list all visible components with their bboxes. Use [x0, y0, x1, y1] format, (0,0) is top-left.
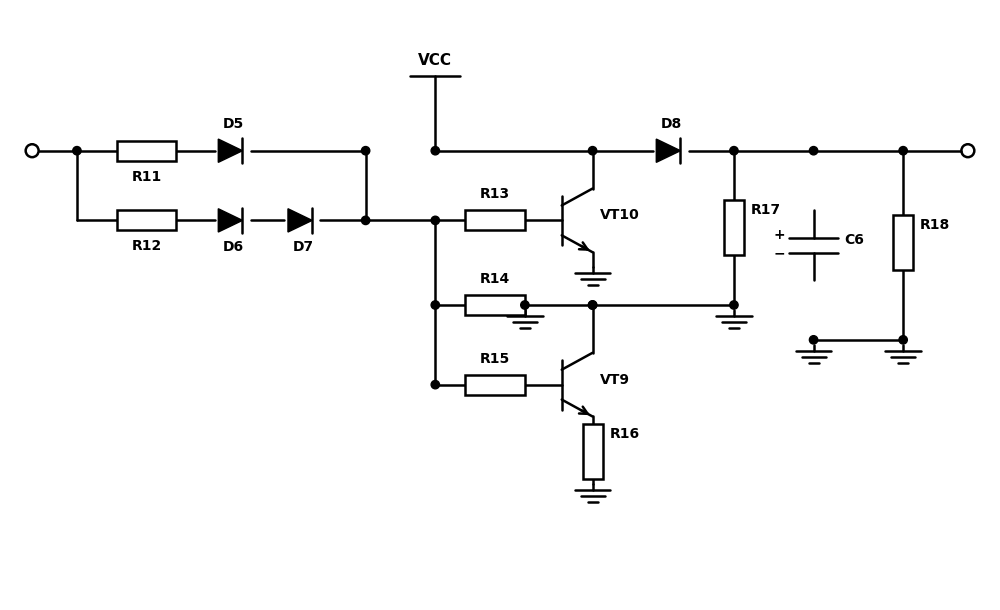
Circle shape — [809, 336, 818, 344]
Text: VT10: VT10 — [600, 209, 639, 223]
Bar — [724, 201, 744, 255]
Text: R18: R18 — [920, 218, 950, 232]
Text: D6: D6 — [223, 240, 244, 254]
Polygon shape — [288, 209, 312, 232]
Bar — [465, 375, 525, 395]
Text: VT9: VT9 — [600, 373, 630, 387]
Text: R16: R16 — [609, 427, 640, 441]
Text: R12: R12 — [131, 239, 162, 253]
Bar — [465, 295, 525, 315]
Circle shape — [431, 381, 439, 389]
Circle shape — [730, 146, 738, 155]
Text: C6: C6 — [844, 233, 864, 247]
Text: D5: D5 — [223, 117, 244, 131]
Text: D7: D7 — [292, 240, 313, 254]
Circle shape — [431, 146, 439, 155]
Circle shape — [588, 146, 597, 155]
Bar — [117, 210, 176, 231]
Circle shape — [73, 146, 81, 155]
Polygon shape — [656, 139, 680, 162]
Text: −: − — [773, 246, 785, 260]
Text: D8: D8 — [661, 117, 682, 131]
Circle shape — [899, 336, 907, 344]
Polygon shape — [218, 139, 242, 162]
Circle shape — [809, 146, 818, 155]
Circle shape — [521, 301, 529, 309]
Text: R13: R13 — [480, 187, 510, 201]
Bar — [893, 215, 913, 270]
Circle shape — [899, 146, 907, 155]
Text: R15: R15 — [480, 352, 510, 366]
Text: VCC: VCC — [418, 53, 452, 68]
Text: R17: R17 — [751, 203, 781, 217]
Text: R14: R14 — [480, 272, 510, 286]
Text: R11: R11 — [131, 170, 162, 184]
Polygon shape — [218, 209, 242, 232]
Circle shape — [431, 216, 439, 224]
Bar — [117, 141, 176, 160]
Circle shape — [588, 301, 597, 309]
Circle shape — [431, 301, 439, 309]
Circle shape — [361, 146, 370, 155]
Text: +: + — [773, 228, 785, 242]
Circle shape — [361, 216, 370, 224]
Circle shape — [730, 301, 738, 309]
Bar — [465, 210, 525, 231]
Bar — [583, 425, 603, 479]
Circle shape — [588, 301, 597, 309]
